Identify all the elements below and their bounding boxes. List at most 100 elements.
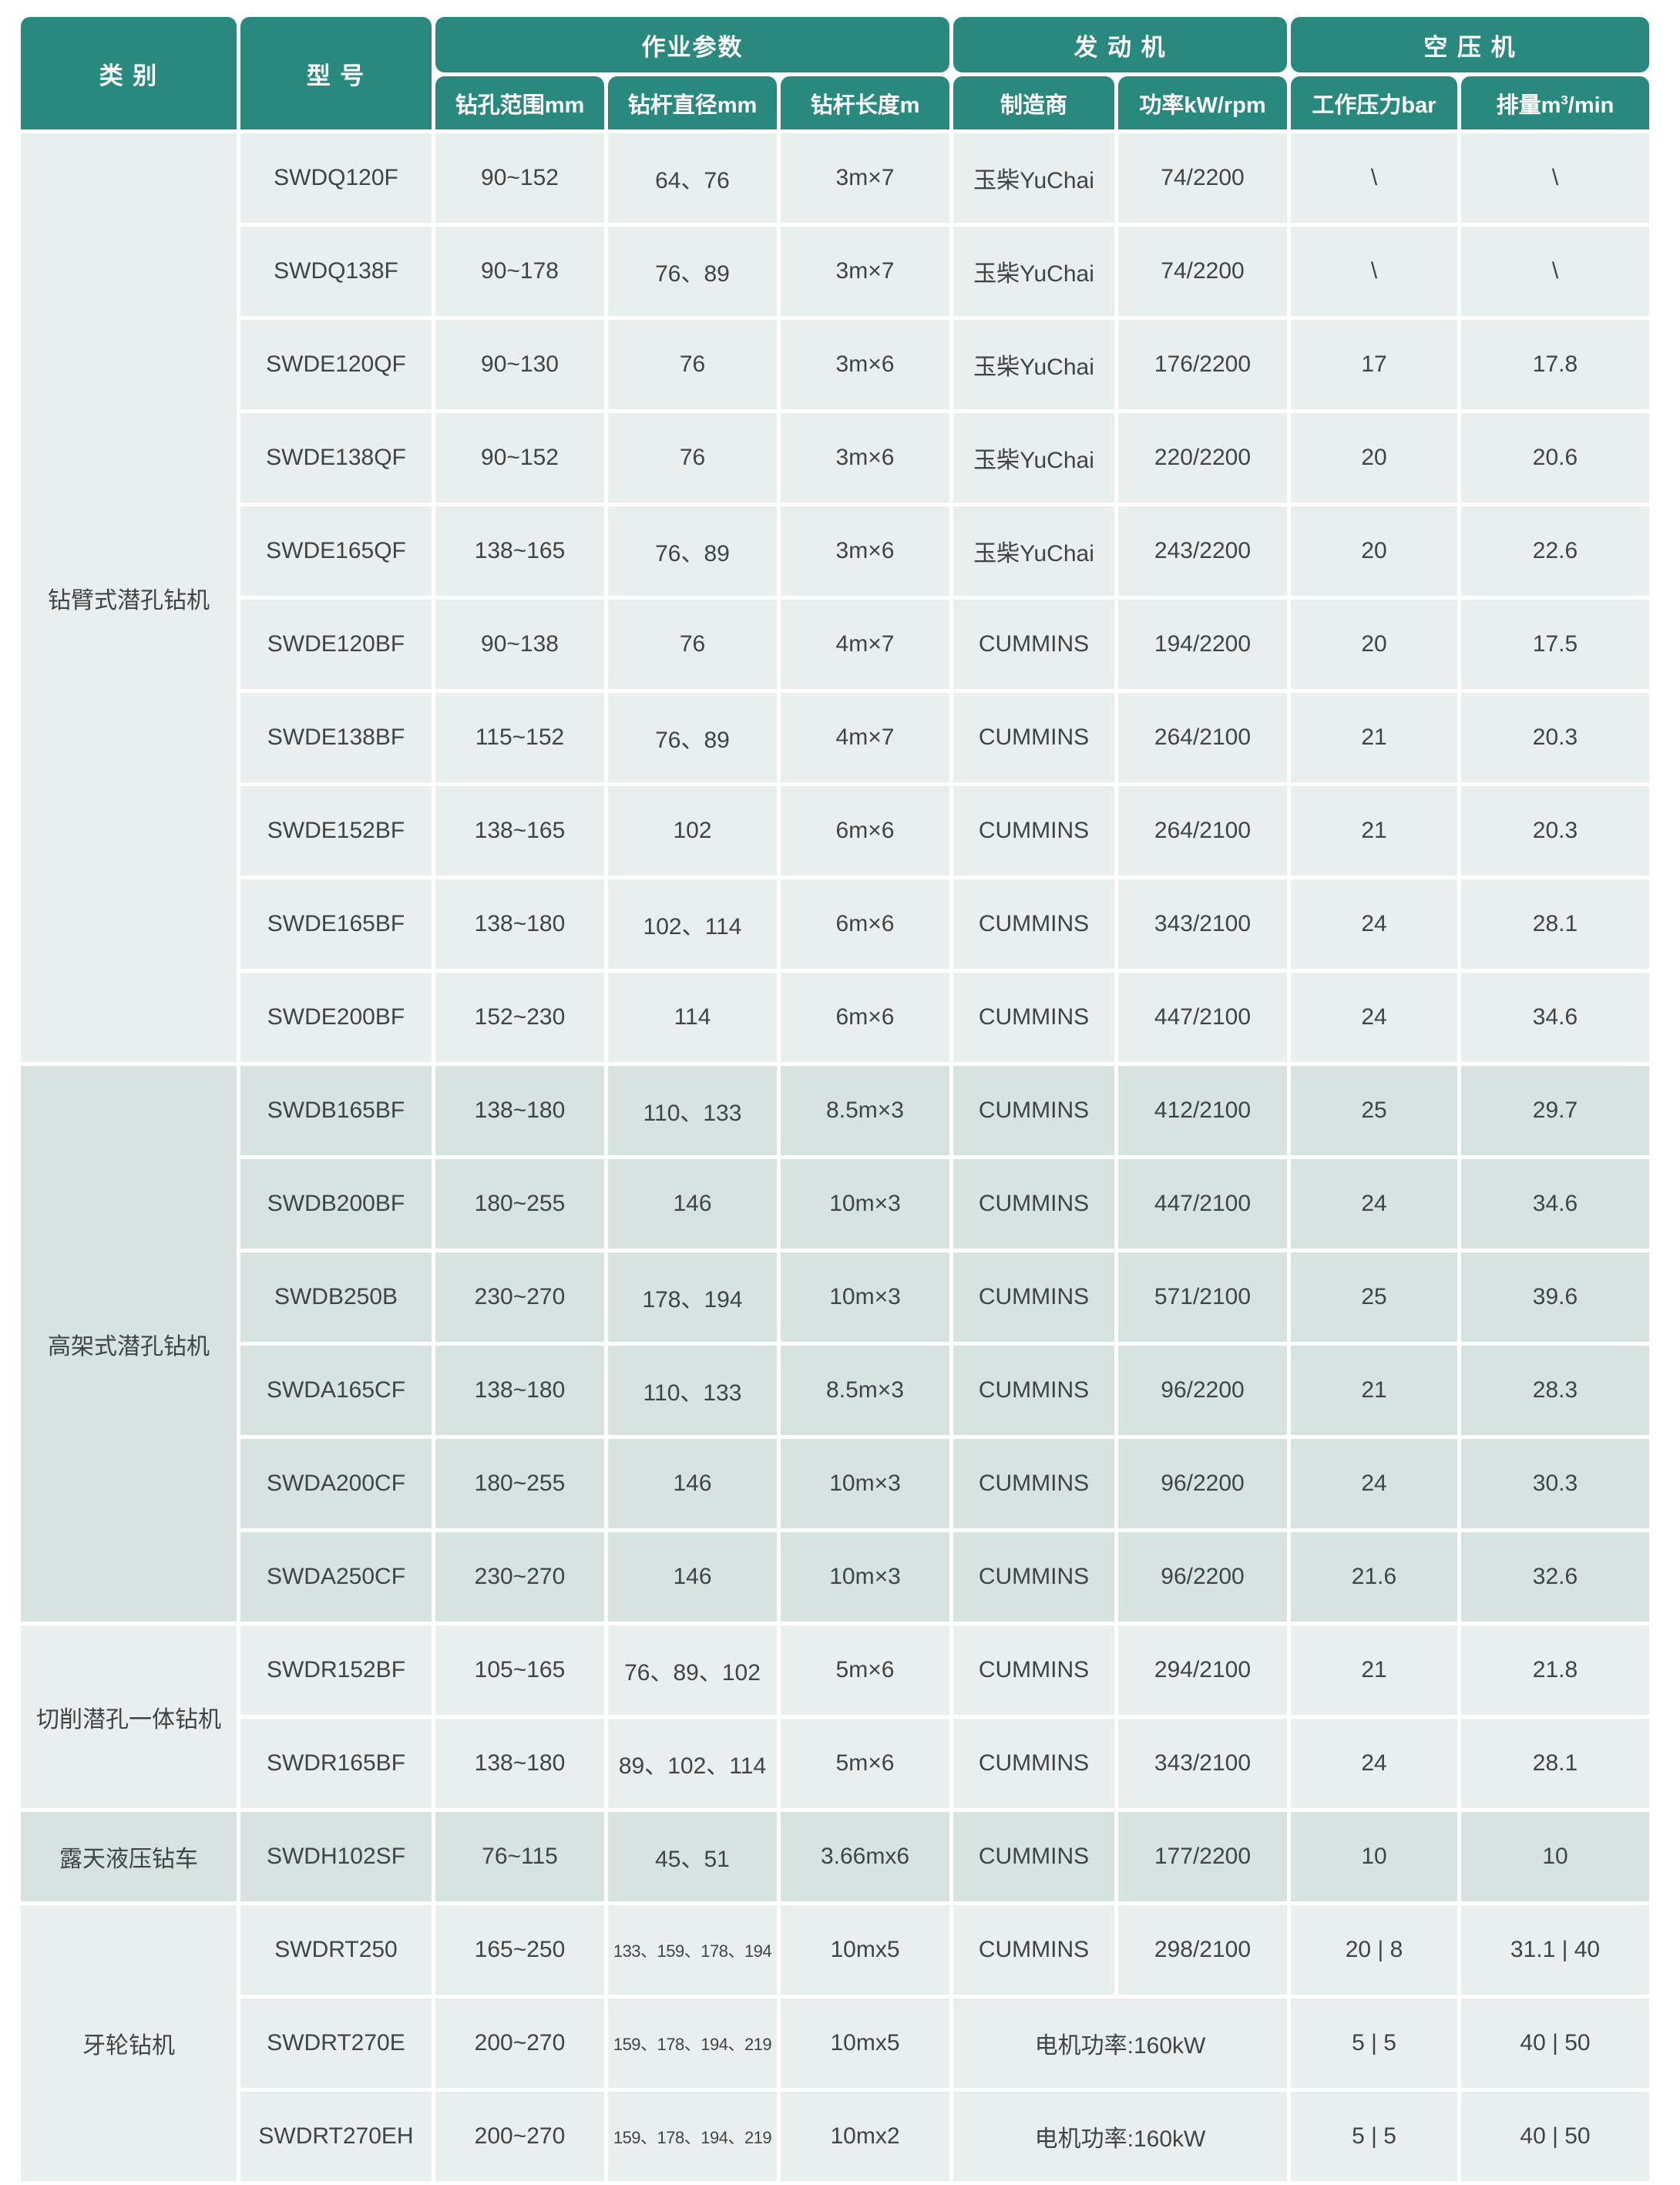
category-cell: 钻臂式潜孔钻机 (21, 133, 237, 1062)
manufacturer-cell: CUMMINS (953, 1252, 1114, 1342)
rod-length-cell: 10mx2 (781, 2092, 949, 2181)
header-pressure: 工作压力bar (1291, 76, 1457, 129)
manufacturer-cell: CUMMINS (953, 1159, 1114, 1249)
rod-length-cell: 3m×7 (781, 227, 949, 316)
header-model: 型 号 (240, 17, 432, 129)
rod-length-cell: 6m×6 (781, 973, 949, 1062)
pressure-cell: 17 (1291, 320, 1457, 409)
model-cell: SWDE138QF (240, 413, 432, 503)
power-cell: 194/2200 (1118, 600, 1287, 689)
manufacturer-cell: CUMMINS (953, 1905, 1114, 1995)
rod-diameter-cell: 76 (608, 413, 777, 503)
header-displacement: 排量m3/min (1461, 76, 1649, 129)
rod-length-cell: 10m×3 (781, 1159, 949, 1249)
model-cell: SWDE200BF (240, 973, 432, 1062)
displacement-cell: 40 | 50 (1461, 1998, 1649, 2088)
rod-diameter-cell: 146 (608, 1439, 777, 1528)
rod-diameter-cell: 45、51 (608, 1812, 777, 1901)
rod-diameter-cell: 76、89 (608, 506, 777, 596)
model-cell: SWDRT270EH (240, 2092, 432, 2181)
rod-diameter-cell: 102、114 (608, 879, 777, 969)
table-row: SWDE152BF 138~165 102 6m×6 CUMMINS 264/2100 21… (21, 786, 1649, 876)
pressure-cell: 24 (1291, 973, 1457, 1062)
rod-length-cell: 10mx5 (781, 1998, 949, 2088)
pressure-cell: 24 (1291, 1439, 1457, 1528)
header-rod-length: 钻杆长度m (781, 76, 949, 129)
model-cell: SWDR165BF (240, 1719, 432, 1808)
table-row: SWDA250CF 230~270 146 10m×3 CUMMINS 96/2200 21… (21, 1532, 1649, 1622)
power-cell: 298/2100 (1118, 1905, 1287, 1995)
table-row: SWDA200CF 180~255 146 10m×3 CUMMINS 96/2200 24… (21, 1439, 1649, 1528)
engine-merged-cell: 电机功率:160kW (953, 1998, 1287, 2088)
pressure-cell: 5 | 5 (1291, 2092, 1457, 2181)
manufacturer-cell: CUMMINS (953, 1066, 1114, 1155)
rod-length-cell: 5m×6 (781, 1719, 949, 1808)
header-sub-row: 钻孔范围mm 钻杆直径mm 钻杆长度m 制造商 功率kW/rpm 工作压力bar… (21, 76, 1649, 129)
power-cell: 96/2200 (1118, 1532, 1287, 1622)
pressure-cell: 5 | 5 (1291, 1998, 1457, 2088)
rod-length-cell: 10m×3 (781, 1532, 949, 1622)
drill-range-cell: 90~178 (435, 227, 604, 316)
manufacturer-cell: CUMMINS (953, 1532, 1114, 1622)
power-cell: 447/2100 (1118, 973, 1287, 1062)
header-displacement-superscript: 3 (1561, 92, 1568, 107)
drill-range-cell: 138~180 (435, 1719, 604, 1808)
model-cell: SWDB200BF (240, 1159, 432, 1249)
model-cell: SWDE152BF (240, 786, 432, 876)
drill-range-cell: 90~152 (435, 133, 604, 223)
displacement-cell: 10 (1461, 1812, 1649, 1901)
spec-table: 类 别 型 号 作业参数 发 动 机 空 压 机 钻孔范围mm 钻杆直径mm 钻… (17, 13, 1653, 2185)
table-row: SWDRT270EH 200~270 159、178、194、219 10mx2 电机功… (21, 2092, 1649, 2181)
pressure-cell: 20 | 8 (1291, 1905, 1457, 1995)
power-cell: 294/2100 (1118, 1625, 1287, 1715)
rod-length-cell: 3.66mx6 (781, 1812, 949, 1901)
drill-range-cell: 138~165 (435, 786, 604, 876)
drill-range-cell: 230~270 (435, 1252, 604, 1342)
manufacturer-cell: 玉柴YuChai (953, 227, 1114, 316)
rod-diameter-cell: 64、76 (608, 133, 777, 223)
rod-diameter-cell: 159、178、194、219 (608, 2092, 777, 2181)
rod-length-cell: 10m×3 (781, 1439, 949, 1528)
table-row: SWDE138BF 115~152 76、89 4m×7 CUMMINS 264/2100… (21, 693, 1649, 782)
rod-diameter-cell: 146 (608, 1532, 777, 1622)
power-cell: 176/2200 (1118, 320, 1287, 409)
table-row: SWDE165BF 138~180 102、114 6m×6 CUMMINS 343/21… (21, 879, 1649, 969)
manufacturer-cell: CUMMINS (953, 786, 1114, 876)
drill-range-cell: 138~165 (435, 506, 604, 596)
pressure-cell: 20 (1291, 506, 1457, 596)
drill-range-cell: 200~270 (435, 1998, 604, 2088)
drill-range-cell: 165~250 (435, 1905, 604, 1995)
pressure-cell: \ (1291, 227, 1457, 316)
drill-range-cell: 138~180 (435, 1066, 604, 1155)
drill-range-cell: 180~255 (435, 1159, 604, 1249)
drill-range-cell: 90~130 (435, 320, 604, 409)
spec-table-body: 钻臂式潜孔钻机 SWDQ120F 90~152 64、76 3m×7 玉柴YuChai 74… (21, 133, 1649, 2181)
pressure-cell: 20 (1291, 413, 1457, 503)
manufacturer-cell: CUMMINS (953, 600, 1114, 689)
rod-length-cell: 10m×3 (781, 1252, 949, 1342)
rod-diameter-cell: 76、89、102 (608, 1625, 777, 1715)
rod-length-cell: 6m×6 (781, 786, 949, 876)
rod-length-cell: 8.5m×3 (781, 1346, 949, 1435)
displacement-cell: 34.6 (1461, 1159, 1649, 1249)
rod-diameter-cell: 76 (608, 600, 777, 689)
pressure-cell: 21 (1291, 786, 1457, 876)
displacement-cell: \ (1461, 133, 1649, 223)
model-cell: SWDA200CF (240, 1439, 432, 1528)
table-row: SWDA165CF 138~180 110、133 8.5m×3 CUMMINS 96/2… (21, 1346, 1649, 1435)
table-row: 切削潜孔一体钻机 SWDR152BF 105~165 76、89、102 5m×6 CUM… (21, 1625, 1649, 1808)
drill-range-cell: 90~138 (435, 600, 604, 689)
power-cell: 412/2100 (1118, 1066, 1287, 1155)
pressure-cell: 25 (1291, 1066, 1457, 1155)
rod-diameter-cell: 178、194 (608, 1252, 777, 1342)
power-cell: 447/2100 (1118, 1159, 1287, 1249)
rod-length-cell: 8.5m×3 (781, 1066, 949, 1155)
rod-diameter-cell: 146 (608, 1159, 777, 1249)
table-row: SWDRT270E 200~270 159、178、194、219 10mx5 电机功率… (21, 1998, 1649, 2088)
model-cell: SWDQ120F (240, 133, 432, 223)
drill-range-cell: 90~152 (435, 413, 604, 503)
displacement-cell: 29.7 (1461, 1066, 1649, 1155)
displacement-cell: 20.3 (1461, 786, 1649, 876)
power-cell: 264/2100 (1118, 786, 1287, 876)
manufacturer-cell: CUMMINS (953, 1625, 1114, 1715)
